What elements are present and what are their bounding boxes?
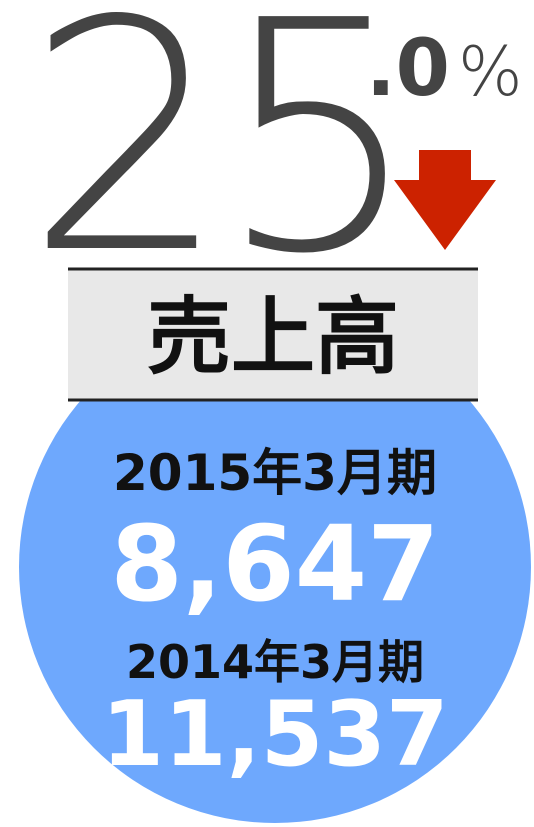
label: 売上高 — [147, 288, 399, 386]
period-label: 2015年3月期 — [113, 444, 437, 502]
down-arrow — [394, 150, 496, 250]
headline-decimal: .0 — [366, 24, 450, 114]
label-banner — [68, 269, 478, 400]
period-value: 8,647 — [111, 503, 440, 625]
value-circle — [19, 311, 531, 823]
headline-unit: % — [458, 33, 523, 112]
period-value: 11,537 — [101, 682, 448, 787]
period-label: 2014年3月期 — [126, 635, 424, 689]
